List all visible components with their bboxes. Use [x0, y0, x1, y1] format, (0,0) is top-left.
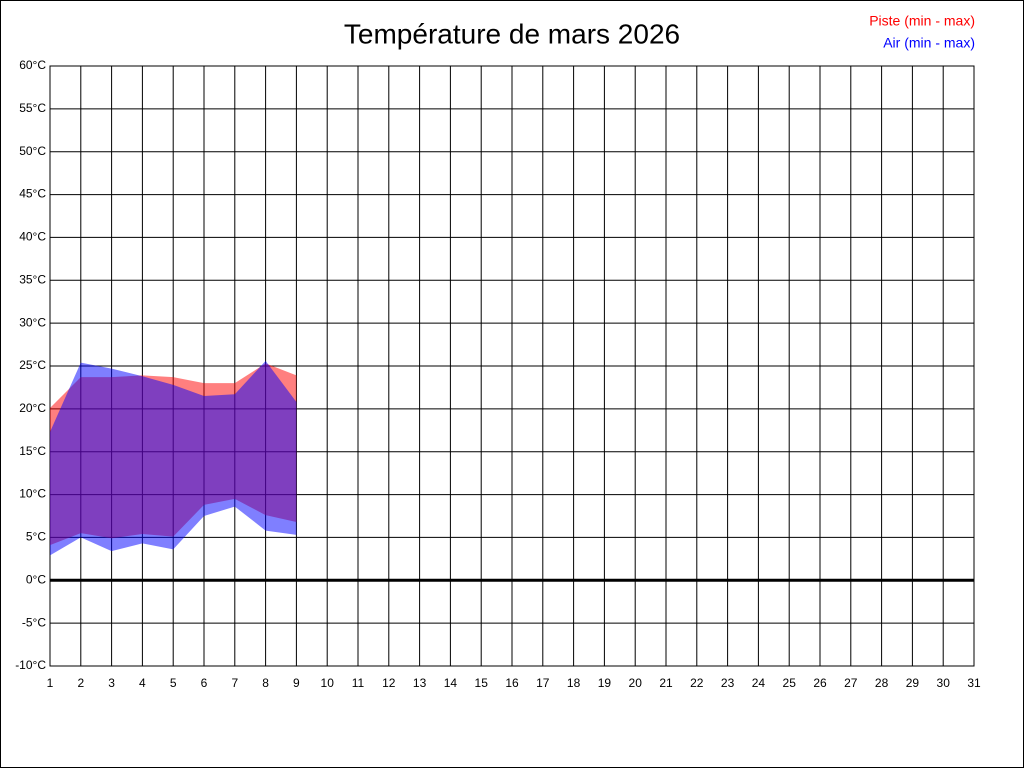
x-tick-label: 29: [906, 676, 920, 690]
x-tick-label: 13: [413, 676, 427, 690]
x-tick-label: 21: [659, 676, 673, 690]
x-tick-label: 8: [262, 676, 269, 690]
y-tick-label: 30°C: [19, 315, 46, 329]
x-tick-label: 27: [844, 676, 858, 690]
x-tick-label: 15: [475, 676, 489, 690]
x-tick-label: 31: [967, 676, 981, 690]
x-tick-label: 18: [567, 676, 581, 690]
x-tick-label: 10: [321, 676, 335, 690]
chart-title: Température de mars 2026: [344, 18, 680, 49]
x-tick-label: 11: [352, 676, 365, 690]
x-tick-label: 22: [690, 676, 704, 690]
x-tick-label: 2: [77, 676, 84, 690]
y-tick-label: 0°C: [26, 572, 46, 586]
x-tick-label: 26: [813, 676, 827, 690]
x-tick-label: 4: [139, 676, 146, 690]
x-tick-label: 25: [783, 676, 797, 690]
x-tick-label: 16: [505, 676, 519, 690]
x-tick-label: 1: [47, 676, 54, 690]
y-tick-label: 35°C: [19, 272, 46, 286]
x-tick-label: 28: [875, 676, 889, 690]
x-tick-label: 12: [382, 676, 396, 690]
y-tick-label: 55°C: [19, 101, 46, 115]
x-tick-label: 14: [444, 676, 458, 690]
y-tick-label: 10°C: [19, 487, 46, 501]
x-tick-label: 24: [752, 676, 766, 690]
x-tick-label: 6: [201, 676, 208, 690]
x-tick-label: 7: [231, 676, 238, 690]
y-tick-label: 20°C: [19, 401, 46, 415]
legend-entry: Piste (min - max): [869, 13, 975, 29]
x-tick-label: 17: [536, 676, 550, 690]
y-tick-label: 45°C: [19, 187, 46, 201]
y-tick-label: 60°C: [19, 58, 46, 72]
x-tick-label: 23: [721, 676, 735, 690]
x-tick-label: 20: [629, 676, 643, 690]
x-tick-label: 19: [598, 676, 612, 690]
y-tick-label: 15°C: [19, 444, 46, 458]
y-tick-label: -5°C: [22, 615, 46, 629]
y-tick-label: -10°C: [15, 658, 46, 672]
x-tick-label: 30: [937, 676, 951, 690]
y-tick-label: 50°C: [19, 144, 46, 158]
y-tick-label: 25°C: [19, 358, 46, 372]
x-tick-label: 3: [108, 676, 115, 690]
legend-entry: Air (min - max): [883, 35, 975, 51]
y-tick-label: 40°C: [19, 230, 46, 244]
y-tick-label: 5°C: [26, 530, 46, 544]
x-tick-label: 5: [170, 676, 177, 690]
x-tick-label: 9: [293, 676, 300, 690]
range-band: [50, 360, 297, 556]
